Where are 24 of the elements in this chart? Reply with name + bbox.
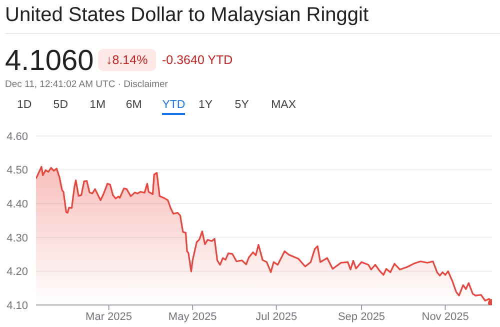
text: 5Y [234,99,249,113]
text: YTD [162,99,186,115]
y-tick-label: 4.10 [6,300,28,312]
text: MAX [271,99,296,113]
text: Dec 11, 12:41:02 AM UTC · Disclaimer [5,79,168,90]
x-tick-label: Nov 2025 [422,310,469,323]
x-tick-label: Jul 2025 [256,310,298,323]
text: 4.1060 [5,45,94,78]
y-tick-label: 4.30 [6,232,28,244]
chart-title: United States Dollar to Malaysian Ringgit [5,4,369,27]
y-tick-label: 4.60 [6,130,28,143]
text: 1Y [198,99,213,113]
x-tick-label: May 2025 [168,310,217,323]
y-tick-label: 4.40 [6,198,28,211]
y-tick-label: 4.50 [6,164,28,177]
text: 1M [90,99,106,113]
text: 5D [53,99,68,113]
text: -0.3640 YTD [162,53,233,67]
text: 6M [126,99,142,113]
x-tick-label: Mar 2025 [86,310,132,323]
x-tick-label: Sep 2025 [338,310,386,323]
y-tick-label: 4.20 [6,266,28,278]
text: ↓8.14% [98,49,156,71]
text: 1D [17,99,32,113]
